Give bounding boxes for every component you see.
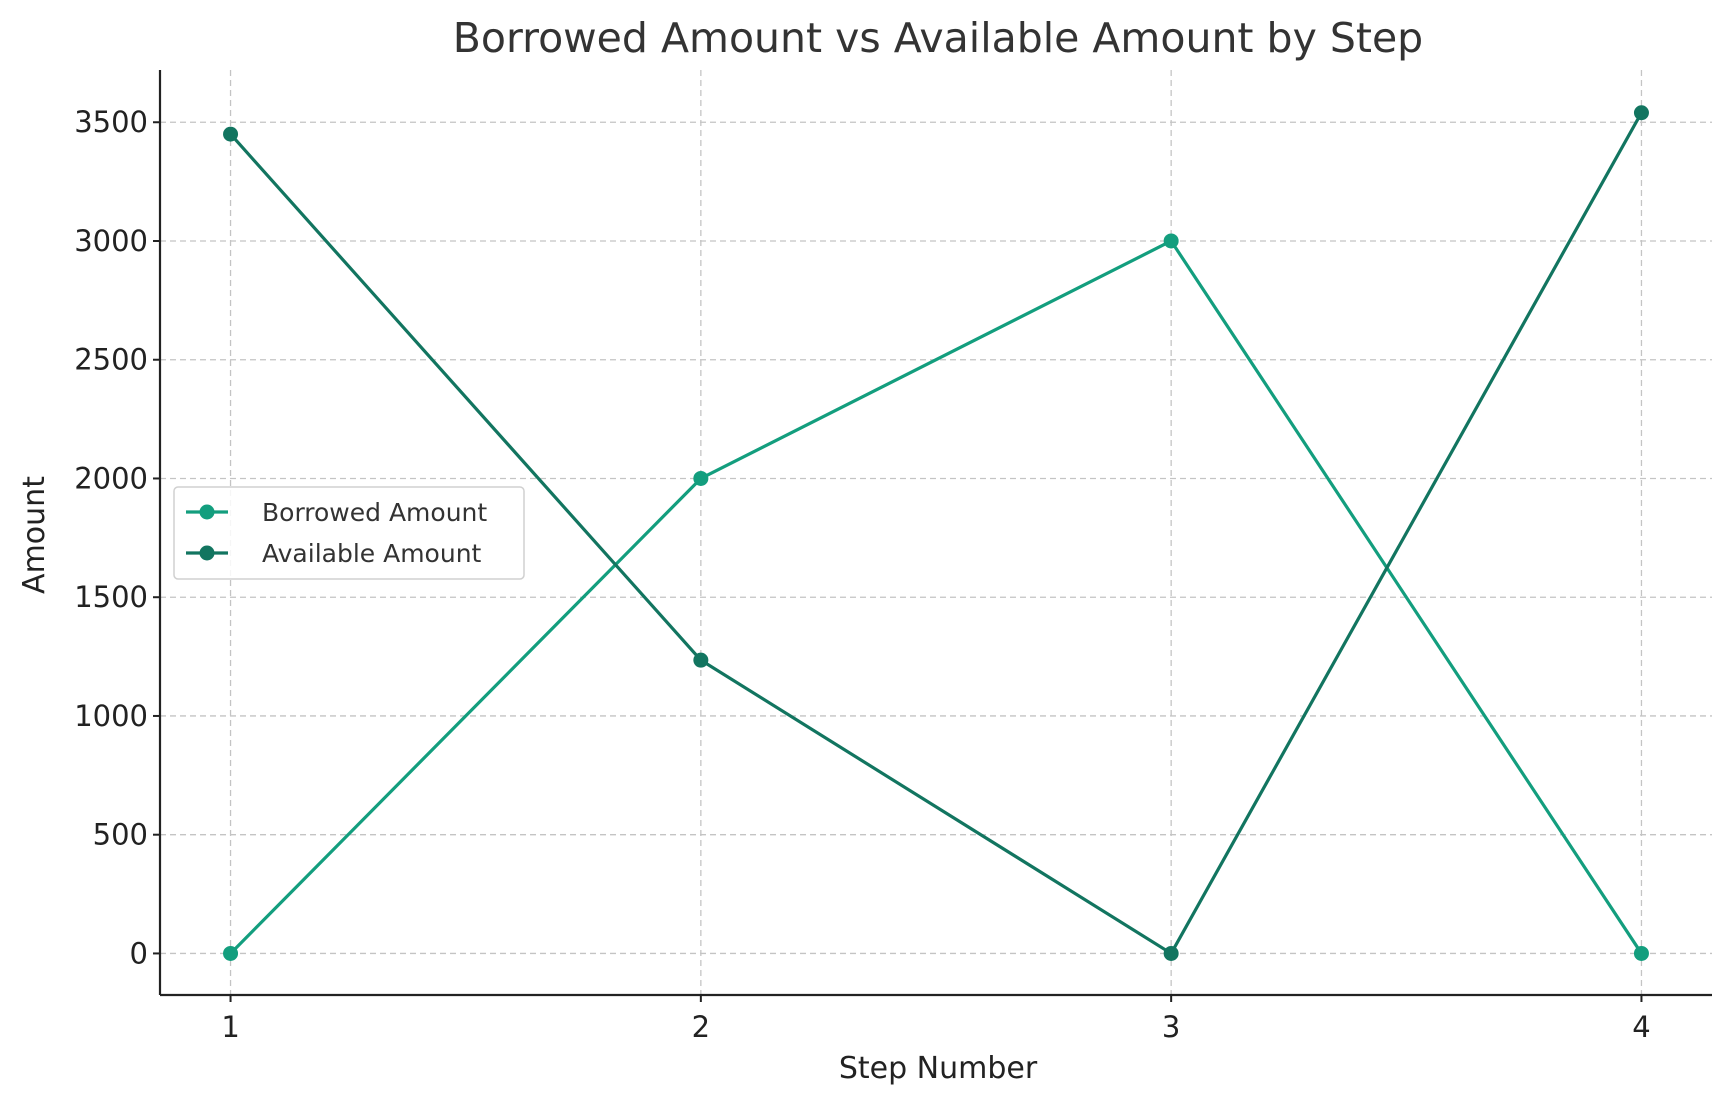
legend-label-borrowed-amount: Borrowed Amount	[262, 498, 487, 527]
x-tick-label-2: 2	[692, 1010, 710, 1044]
data-point-available-amount-3	[1164, 946, 1179, 961]
y-tick-label-1000: 1000	[74, 699, 148, 733]
y-axis-label: Amount	[17, 476, 52, 594]
y-tick-label-2000: 2000	[74, 461, 148, 495]
y-tick-label-500: 500	[93, 818, 148, 852]
data-point-borrowed-amount-1	[223, 946, 238, 961]
data-point-borrowed-amount-2	[693, 471, 708, 486]
y-tick-label-1500: 1500	[74, 580, 148, 614]
legend-marker-borrowed-amount	[200, 505, 215, 520]
legend-marker-available-amount	[200, 546, 215, 561]
data-point-borrowed-amount-4	[1634, 946, 1649, 961]
chart-title: Borrowed Amount vs Available Amount by S…	[453, 14, 1423, 62]
y-tick-label-2500: 2500	[74, 343, 148, 377]
y-tick-label-0: 0	[130, 936, 148, 970]
x-tick-label-4: 4	[1632, 1010, 1650, 1044]
y-tick-label-3500: 3500	[74, 105, 148, 139]
data-point-available-amount-4	[1634, 105, 1649, 120]
x-tick-label-3: 3	[1162, 1010, 1180, 1044]
legend: Borrowed Amount Available Amount	[174, 487, 524, 579]
x-axis-label: Step Number	[839, 1051, 1038, 1086]
legend-label-available-amount: Available Amount	[262, 539, 482, 568]
data-point-available-amount-2	[693, 653, 708, 668]
x-tick-label-1: 1	[221, 1010, 239, 1044]
y-tick-label-3000: 3000	[74, 224, 148, 258]
data-point-available-amount-1	[223, 127, 238, 142]
data-point-borrowed-amount-3	[1164, 233, 1179, 248]
